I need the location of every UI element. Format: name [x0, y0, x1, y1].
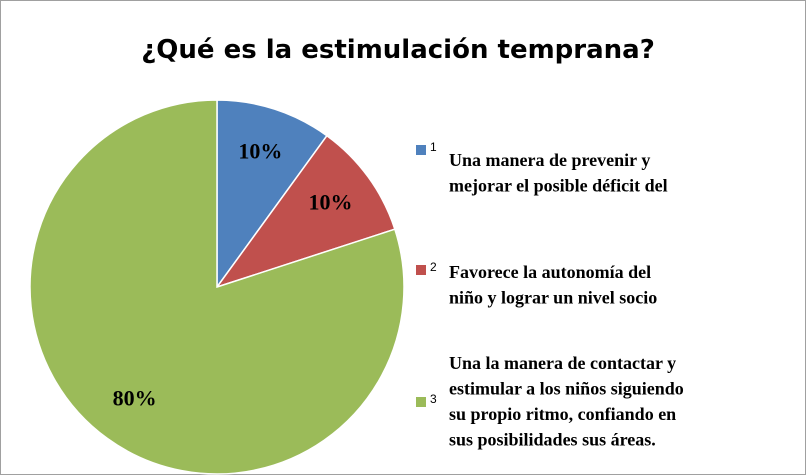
legend-marker [416, 397, 426, 407]
data-label: 80% [113, 386, 157, 411]
legend-text: Una la manera de contactar y [449, 353, 676, 373]
pie-slice [216, 99, 328, 290]
pie-slice [215, 134, 396, 289]
legend-number: 1 [430, 140, 437, 154]
legend-marker [416, 265, 426, 275]
legend-text: mejorar el posible déficit del [449, 176, 668, 196]
legend-number: 2 [430, 260, 437, 274]
data-label: 10% [308, 190, 352, 215]
legend-marker [416, 145, 426, 155]
legend-number: 3 [430, 392, 437, 406]
legend-text: sus posibilidades sus áreas. [449, 430, 656, 450]
legend-text: estimular a los niños siguiendo [449, 379, 684, 399]
legend-text: Favorece la autonomía del [449, 262, 651, 282]
legend-text: Una manera de prevenir y [449, 150, 650, 170]
data-label: 10% [238, 139, 282, 164]
pie-slice [29, 99, 405, 475]
legend-text: su propio ritmo, confiando en [449, 404, 676, 424]
chart-title: ¿Qué es la estimulación temprana? [141, 35, 655, 65]
legend-text: niño y lograr un nivel socio [449, 288, 657, 308]
